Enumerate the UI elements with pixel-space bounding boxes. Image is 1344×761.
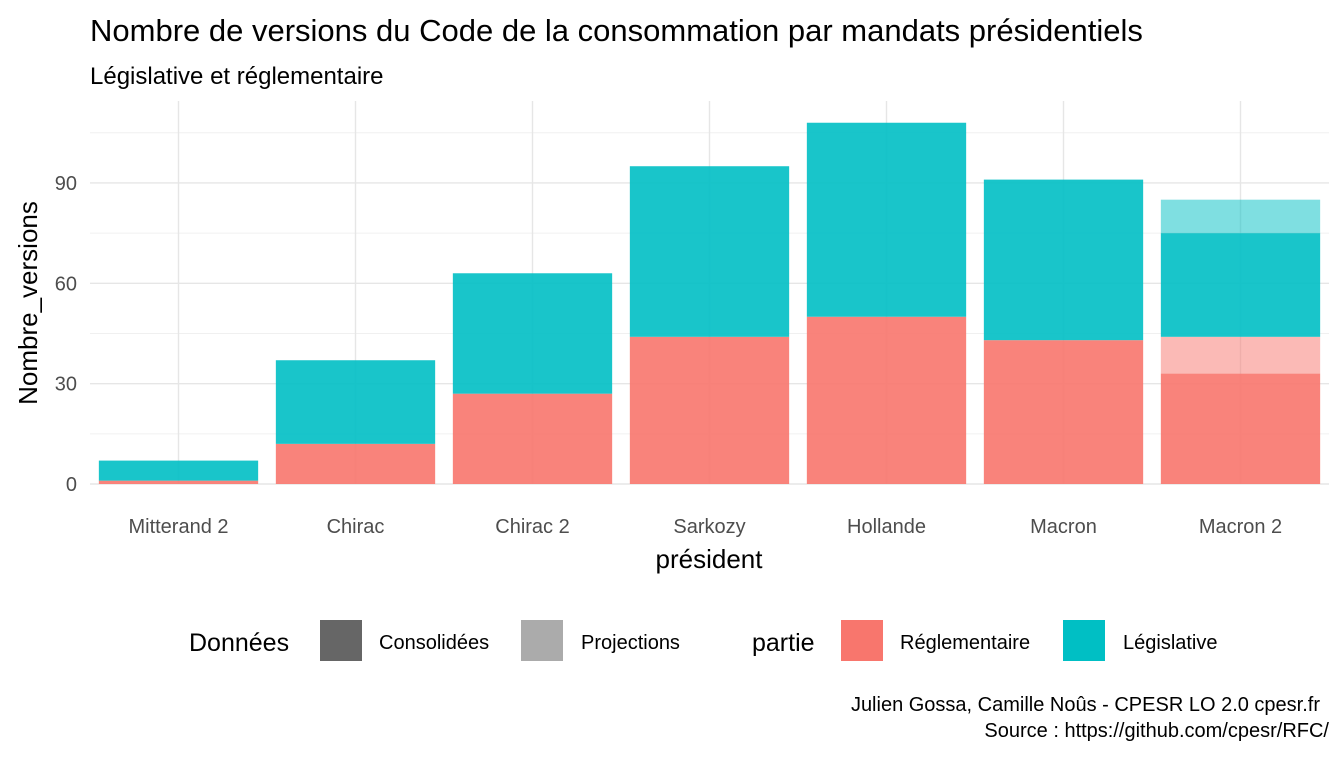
x-tick-label: Macron xyxy=(1030,516,1097,538)
chart-title: Nombre de versions du Code de la consomm… xyxy=(90,13,1143,48)
legend-title: Données xyxy=(189,629,289,657)
legend-key xyxy=(1063,620,1105,661)
legend-label: Réglementaire xyxy=(900,632,1030,654)
bar-sarkozy-series-0 xyxy=(629,336,790,484)
y-tick-label: 0 xyxy=(66,474,77,496)
bars xyxy=(98,122,1321,484)
x-tick-label: Hollande xyxy=(847,516,926,538)
bar-chirac-2-series-2 xyxy=(452,273,613,394)
bar-macron-2-series-0 xyxy=(1160,373,1321,484)
caption-credits: Julien Gossa, Camille Noûs - CPESR LO 2.… xyxy=(851,694,1320,716)
bar-mitterand-2-series-2 xyxy=(98,460,259,481)
caption-source: Source : https://github.com/cpesr/RFC/ xyxy=(984,720,1329,742)
x-tick-labels: Mitterand 2 Chirac Chirac 2 Sarkozy Hollande… xyxy=(128,516,1282,538)
legend: Données Consolidées Projections partie Régle… xyxy=(189,620,1218,661)
legend-key xyxy=(841,620,883,661)
bar-macron-2-series-3 xyxy=(1160,199,1321,234)
x-tick-label: Macron 2 xyxy=(1199,516,1282,538)
legend-title: partie xyxy=(752,629,815,657)
y-tick-labels: 0 30 60 90 xyxy=(55,173,77,496)
bar-chirac-2-series-0 xyxy=(452,393,613,484)
x-axis-label: président xyxy=(656,544,764,574)
x-tick-label: Chirac xyxy=(327,516,385,538)
bar-macron-series-2 xyxy=(983,179,1144,341)
legend-key xyxy=(521,620,563,661)
bar-hollande-series-2 xyxy=(806,122,967,317)
legend-label: Législative xyxy=(1123,632,1218,654)
y-axis-label: Nombre_versions xyxy=(13,201,43,405)
bar-chirac-series-0 xyxy=(275,443,436,484)
bar-sarkozy-series-2 xyxy=(629,166,790,337)
x-tick-label: Sarkozy xyxy=(673,516,745,538)
chart-subtitle: Législative et réglementaire xyxy=(90,63,384,90)
y-tick-label: 90 xyxy=(55,173,77,195)
legend-label: Projections xyxy=(581,632,680,654)
x-tick-label: Mitterand 2 xyxy=(128,516,228,538)
bar-hollande-series-0 xyxy=(806,316,967,484)
legend-key xyxy=(320,620,362,661)
legend-label: Consolidées xyxy=(379,632,489,654)
x-tick-label: Chirac 2 xyxy=(495,516,569,538)
bar-chirac-series-2 xyxy=(275,360,436,444)
bar-mitterand-2-series-0 xyxy=(98,480,259,484)
y-tick-label: 60 xyxy=(55,273,77,295)
bar-macron-series-0 xyxy=(983,340,1144,484)
bar-macron-2-series-1 xyxy=(1160,336,1321,374)
y-tick-label: 30 xyxy=(55,374,77,396)
bar-macron-2-series-2 xyxy=(1160,233,1321,337)
